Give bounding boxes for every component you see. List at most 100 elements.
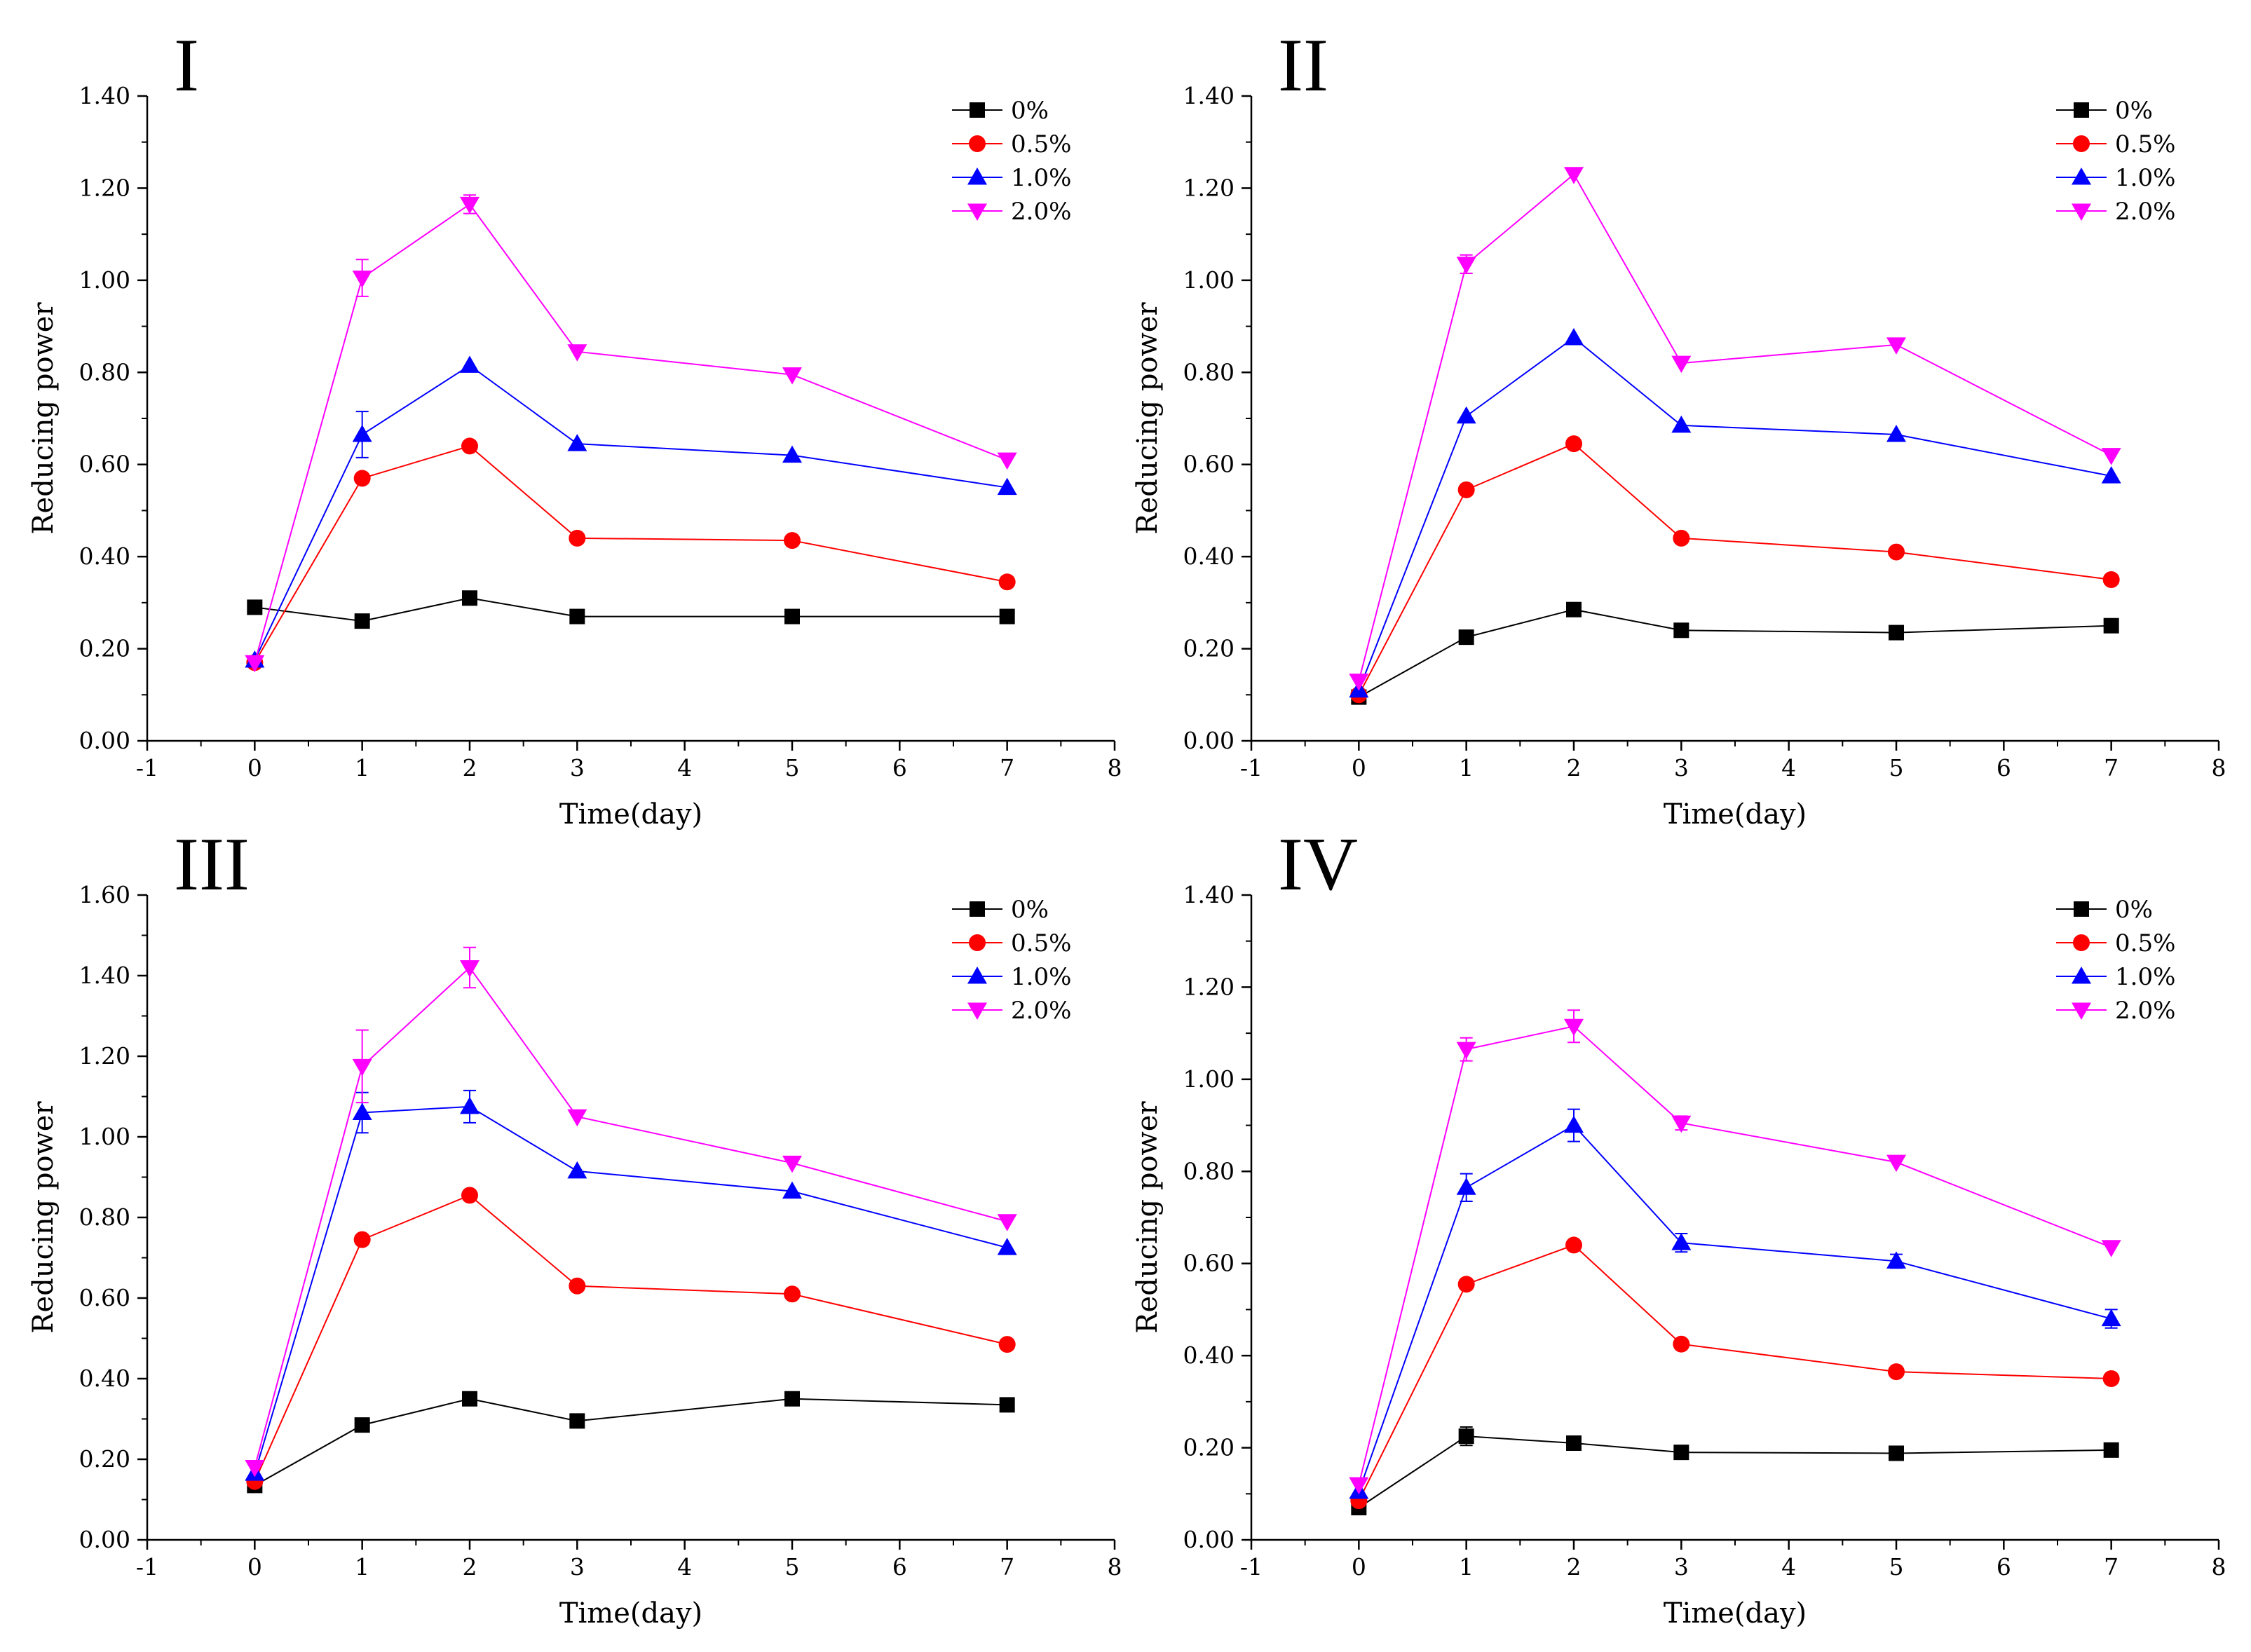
- x-tick-label: 8: [1108, 1553, 1122, 1581]
- data-point: [354, 613, 370, 629]
- legend-label: 2.0%: [2115, 997, 2175, 1025]
- data-point: [569, 1413, 585, 1429]
- y-tick-label: 0.60: [79, 451, 130, 478]
- data-point: [462, 1391, 477, 1407]
- legend-marker: [970, 901, 985, 917]
- data-point: [997, 1214, 1017, 1231]
- y-tick-label: 0.00: [1183, 727, 1235, 754]
- series-line: [1358, 608, 2111, 698]
- data-point: [2101, 1309, 2121, 1327]
- data-point: [1673, 1335, 1690, 1353]
- panel-label: III: [174, 823, 250, 906]
- legend-marker: [967, 967, 987, 984]
- y-tick-label: 0.20: [79, 635, 130, 662]
- y-tick-label: 0.60: [1183, 451, 1235, 478]
- y-tick-label: 1.00: [79, 1123, 130, 1150]
- series-2: [246, 1187, 1016, 1490]
- series-1: [1351, 601, 2119, 705]
- y-tick-label: 1.00: [79, 266, 130, 294]
- series-line: [1358, 1124, 2111, 1492]
- data-point: [245, 1460, 265, 1477]
- panel-label: I: [174, 24, 199, 107]
- data-point: [352, 1058, 372, 1077]
- chart-panel-1: -1 0 1 2 3 4 5 6 7 8 0.00 0.20 0.40 0.60 0.80 1.00 1.20 1…: [27, 24, 1122, 831]
- x-tick-label: -1: [1240, 754, 1263, 781]
- legend-label: 0.5%: [2115, 130, 2175, 158]
- x-tick-label: -1: [1240, 1553, 1263, 1581]
- x-tick-label: 7: [1000, 754, 1014, 781]
- legend-marker: [2072, 967, 2091, 984]
- x-tick-label: 1: [355, 754, 369, 781]
- legend-label: 2.0%: [1011, 997, 1071, 1025]
- x-tick-label: 7: [2104, 1553, 2119, 1581]
- legend: 0% 0.5% 1.0% 2.0%: [952, 896, 1071, 1025]
- panel-label: II: [1278, 24, 1328, 107]
- series-line: [254, 1194, 1007, 1482]
- x-axis-title: Time(day): [559, 1597, 702, 1630]
- data-point: [1886, 1251, 1906, 1269]
- data-point: [1456, 406, 1476, 424]
- x-tick-label: 8: [2212, 1553, 2226, 1581]
- x-axis-title: Time(day): [559, 798, 702, 831]
- x-tick-label: 0: [247, 754, 262, 781]
- data-point: [2101, 466, 2121, 484]
- data-point: [998, 573, 1016, 591]
- x-tick-label: -1: [136, 754, 158, 781]
- data-point: [1456, 1177, 1476, 1195]
- data-point: [1671, 1115, 1692, 1133]
- y-tick-label: 1.40: [79, 82, 130, 109]
- legend-marker: [969, 934, 986, 951]
- data-point: [461, 1187, 478, 1204]
- y-tick-label: 0.40: [1183, 542, 1235, 570]
- y-axis-title: Reducing power: [27, 1101, 60, 1334]
- series-4: [245, 946, 1017, 1477]
- data-point: [352, 1103, 372, 1120]
- y-tick-label: 1.40: [1183, 82, 1235, 109]
- x-tick-label: 1: [355, 1553, 369, 1581]
- legend-label: 0%: [1011, 97, 1049, 125]
- data-point: [352, 271, 372, 288]
- x-tick-label: 5: [785, 1553, 800, 1581]
- series-3: [1349, 328, 2121, 698]
- data-point: [1458, 629, 1474, 646]
- legend-label: 0%: [1011, 896, 1049, 924]
- data-point: [1566, 601, 1582, 617]
- series-line: [1358, 1435, 2111, 1508]
- y-tick-label: 1.40: [1183, 881, 1235, 908]
- data-point: [461, 437, 478, 455]
- data-point: [1566, 1435, 1582, 1451]
- data-point: [1671, 415, 1692, 433]
- series-line: [254, 364, 1007, 661]
- data-point: [245, 655, 265, 673]
- data-point: [462, 590, 477, 606]
- legend: 0% 0.5% 1.0% 2.0%: [2056, 896, 2175, 1025]
- y-tick-label: 0.20: [79, 1445, 130, 1473]
- series-line: [1358, 1025, 2112, 1485]
- data-point: [1564, 167, 1584, 184]
- series-4: [1349, 167, 2121, 691]
- data-point: [1564, 328, 1584, 346]
- data-point: [460, 960, 480, 978]
- legend-marker: [967, 203, 987, 221]
- data-point: [2102, 571, 2120, 588]
- x-tick-label: 6: [1997, 754, 2011, 781]
- data-point: [998, 1336, 1016, 1353]
- x-tick-label: 6: [1997, 1553, 2011, 1581]
- series-4: [245, 194, 1017, 673]
- y-axis-title: Reducing power: [1131, 1101, 1164, 1334]
- y-tick-label: 1.40: [79, 962, 130, 989]
- legend-label: 1.0%: [1011, 164, 1071, 192]
- x-tick-label: 0: [247, 1553, 262, 1581]
- y-tick-label: 0.80: [1183, 358, 1235, 385]
- y-tick-label: 1.20: [1183, 973, 1235, 1000]
- data-point: [1671, 1233, 1692, 1250]
- y-tick-label: 0.40: [79, 1365, 130, 1392]
- data-point: [1673, 1445, 1689, 1461]
- series-1: [247, 1391, 1015, 1494]
- series-2: [1350, 1236, 2120, 1510]
- data-point: [1457, 481, 1475, 498]
- series-line: [254, 1398, 1007, 1487]
- data-point: [569, 529, 586, 547]
- x-axis-title: Time(day): [1664, 1597, 1807, 1630]
